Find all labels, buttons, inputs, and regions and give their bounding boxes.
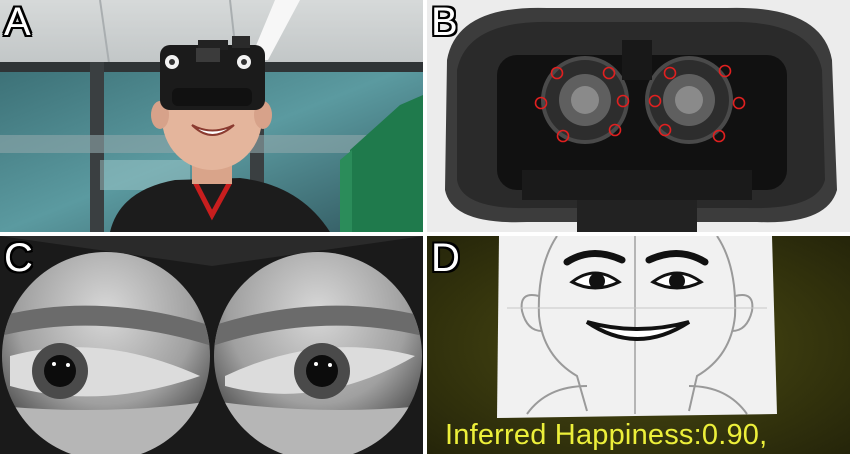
- panel-b-label: B: [431, 0, 458, 44]
- headset-lens-photo: [427, 0, 850, 232]
- panel-d-label: D: [431, 236, 460, 280]
- panel-b-headset-interior: B: [427, 0, 850, 232]
- headset-wearer-photo: [0, 0, 423, 232]
- eye-tracking-images: [0, 236, 423, 454]
- panel-a-label: A: [4, 0, 31, 44]
- panel-a-headset-photo: A: [0, 0, 423, 232]
- panel-c-eye-cameras: C: [0, 236, 423, 454]
- panel-d-avatar-output: D Inferred Happiness:0.90,: [427, 236, 850, 454]
- ir-led-markers: [534, 64, 746, 143]
- panel-c-label: C: [4, 236, 33, 280]
- avatar-face-render: [427, 236, 850, 454]
- inferred-happiness-readout: Inferred Happiness:0.90,: [445, 419, 768, 451]
